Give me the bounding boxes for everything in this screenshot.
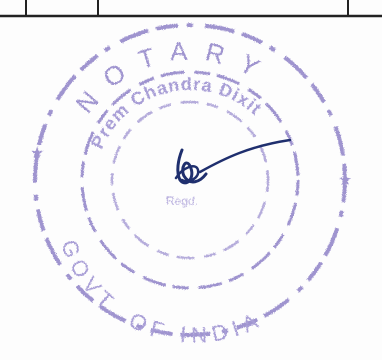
signature-stroke-tail bbox=[198, 138, 292, 174]
seal-right-star-icon: ★ bbox=[338, 172, 352, 189]
seal-middle-ring bbox=[80, 70, 300, 290]
table-border-fragment bbox=[0, 0, 382, 18]
signature-stroke-loop bbox=[174, 165, 200, 183]
seal-left-star-icon: ★ bbox=[30, 145, 44, 162]
seal-center-text: Regd. bbox=[166, 194, 198, 208]
seal-inner-ring bbox=[110, 100, 270, 260]
seal-outer-ring bbox=[33, 23, 347, 337]
